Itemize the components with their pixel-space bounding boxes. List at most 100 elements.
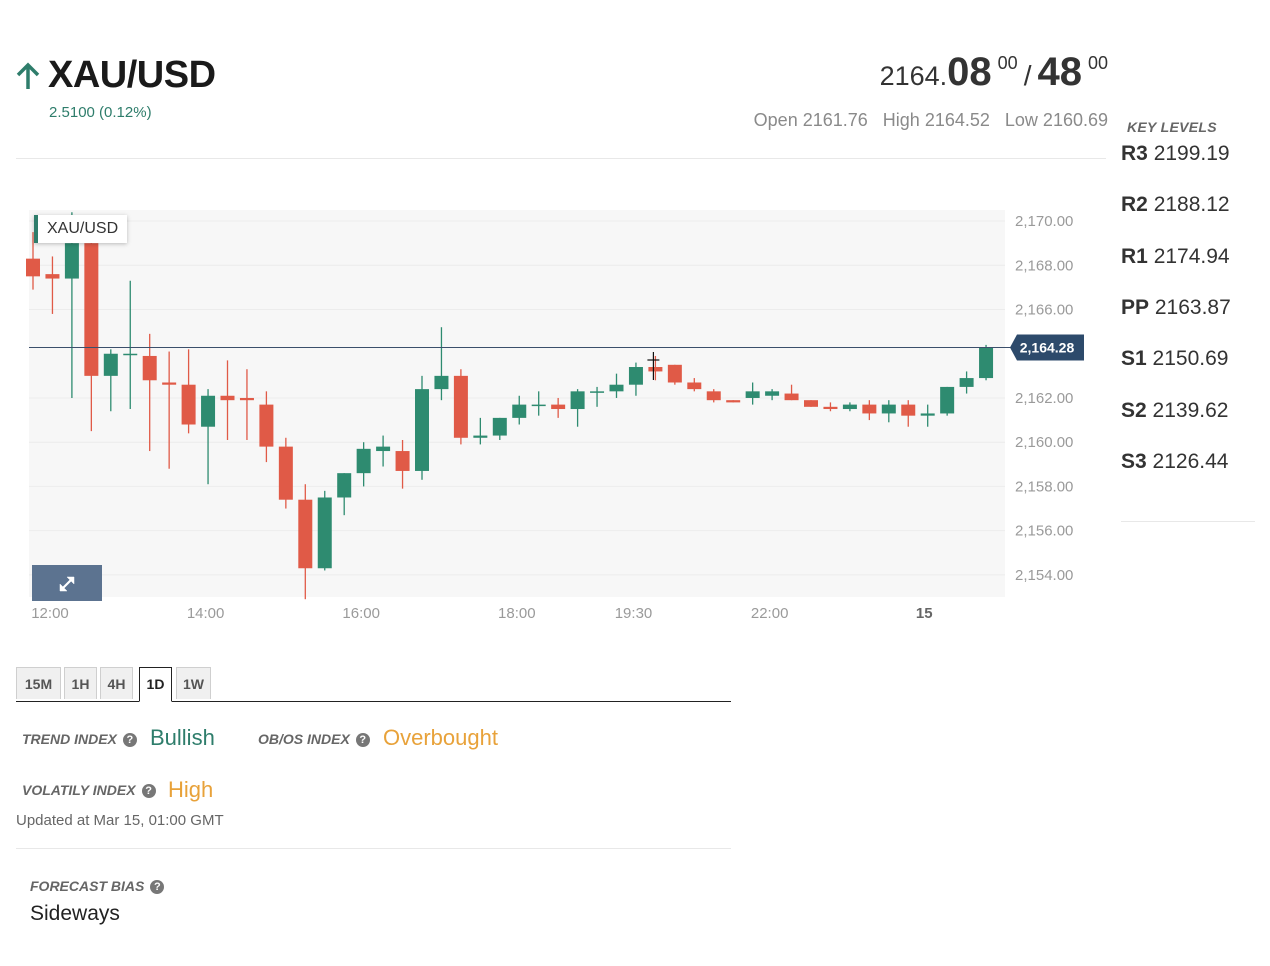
key-level-pp: PP 2163.87 — [1121, 296, 1231, 320]
candle-body — [142, 355, 157, 381]
candle-body — [959, 378, 974, 387]
key-level-s1: S1 2150.69 — [1121, 347, 1228, 371]
current-price-tag — [1010, 334, 1084, 361]
key-level-name: S1 — [1121, 347, 1147, 370]
arrow-up-icon — [16, 62, 40, 89]
timeframe-tabs: 15M 1H 4H 1D 1W — [16, 667, 731, 702]
candle-body — [726, 400, 741, 403]
candle-body — [784, 393, 799, 401]
high-price: High 2164.52 — [882, 110, 990, 130]
y-tick-label: 2,158.00 — [1015, 478, 1073, 495]
key-level-r1: R1 2174.94 — [1121, 245, 1230, 269]
tab-15m[interactable]: 15M — [16, 667, 61, 699]
x-tick-label: 12:00 — [31, 605, 69, 622]
candle-body — [259, 404, 274, 447]
key-level-name: R1 — [1121, 245, 1148, 268]
obos-index-label-text: OB/OS INDEX — [258, 731, 350, 747]
candle-body — [628, 367, 643, 385]
volatility-index-label: VOLATILY INDEX? — [22, 782, 156, 798]
y-tick-label: 2,162.00 — [1015, 390, 1073, 407]
candle-body — [590, 391, 605, 393]
volatility-index-value: High — [168, 777, 214, 802]
candle-body — [220, 395, 235, 401]
key-level-value: 2163.87 — [1154, 296, 1231, 319]
candle-body — [453, 375, 468, 438]
updated-timestamp: Updated at Mar 15, 01:00 GMT — [16, 812, 224, 829]
candle-body — [181, 384, 196, 425]
candlestick-chart[interactable]: 2,164.28 2,170.00 2,168.00 2,166.00 2,162.00… — [0, 200, 1100, 630]
candle-body — [706, 391, 721, 401]
candle-body — [376, 446, 391, 452]
candle-body — [842, 404, 857, 410]
candle-body — [765, 391, 780, 396]
forecast-bias-label-text: FORECAST BIAS — [30, 878, 145, 894]
key-levels-divider — [1121, 521, 1255, 522]
bid-ask-quote: 2164.08 00/48 00 — [880, 50, 1108, 95]
candle-body — [823, 406, 838, 410]
ohl-stats: Open 2161.76 High 2164.52 Low 2160.69 — [744, 110, 1108, 131]
x-tick-label: 14:00 — [187, 605, 225, 622]
candle-body — [551, 404, 566, 410]
tab-4h[interactable]: 4H — [100, 667, 133, 699]
candle-body — [395, 451, 410, 471]
question-circle-icon[interactable]: ? — [150, 880, 165, 894]
candle-body — [979, 347, 994, 379]
key-level-value: 2199.19 — [1153, 142, 1230, 165]
bid-price-base: 2164. — [879, 61, 948, 91]
low-price: Low 2160.69 — [1004, 110, 1108, 130]
key-levels-title: KEY LEVELS — [1127, 119, 1217, 135]
candle-body — [473, 435, 488, 438]
forecast-bias-label: FORECAST BIAS? — [30, 878, 165, 894]
candle-body — [45, 274, 60, 279]
key-level-name: S3 — [1121, 450, 1147, 473]
tab-1d[interactable]: 1D — [139, 667, 172, 702]
price-change: 2.5100 (0.12%) — [49, 104, 152, 121]
tab-1h[interactable]: 1H — [64, 667, 97, 699]
ask-price-pips: 48 — [1037, 50, 1082, 94]
question-circle-icon[interactable]: ? — [122, 733, 137, 747]
candle-body — [64, 243, 79, 279]
bid-price-fraction: 00 — [997, 53, 1018, 73]
candle-body — [940, 386, 955, 414]
candle-body — [492, 417, 507, 436]
obos-index-value: Overbought — [383, 725, 498, 750]
instrument-symbol: XAU/USD — [48, 54, 216, 96]
candle-body — [317, 497, 332, 569]
expand-icon — [59, 576, 75, 592]
candle-body — [667, 364, 682, 383]
key-level-name: PP — [1121, 296, 1150, 319]
candle-body — [162, 382, 177, 385]
y-tick-label: 2,168.00 — [1015, 257, 1073, 274]
tab-1w[interactable]: 1W — [176, 667, 211, 699]
key-level-value: 2139.62 — [1152, 399, 1229, 422]
expand-chart-button[interactable] — [32, 565, 102, 601]
key-level-s2: S2 2139.62 — [1121, 399, 1228, 423]
candle-body — [415, 389, 429, 471]
y-tick-label: 2,166.00 — [1015, 302, 1073, 319]
candle-body — [901, 404, 916, 416]
chart-legend: XAU/USD — [34, 215, 128, 243]
key-level-value: 2150.69 — [1152, 347, 1229, 370]
y-tick-label: 2,170.00 — [1015, 213, 1073, 230]
x-tick-label: 18:00 — [498, 605, 536, 622]
candle-body — [84, 243, 99, 376]
key-level-value: 2174.94 — [1153, 245, 1230, 268]
obos-index-label: OB/OS INDEX? — [258, 731, 370, 747]
quote-separator: / — [1023, 60, 1032, 91]
question-circle-icon[interactable]: ? — [141, 784, 156, 798]
ask-price-fraction: 00 — [1087, 53, 1108, 73]
x-tick-label: 16:00 — [342, 605, 380, 622]
candle-body — [123, 353, 138, 356]
candle-body — [862, 404, 877, 414]
x-tick-label: 15 — [916, 605, 933, 622]
candle-body — [356, 448, 371, 474]
question-circle-icon[interactable]: ? — [355, 733, 370, 747]
y-tick-label: 2,154.00 — [1015, 567, 1073, 584]
candle-body — [434, 375, 449, 390]
candle-body — [103, 353, 118, 376]
x-tick-label: 22:00 — [751, 605, 789, 622]
key-level-name: S2 — [1121, 399, 1147, 422]
candle-body — [298, 499, 313, 569]
candle-body — [687, 382, 702, 390]
bid-price-pips: 08 — [947, 50, 992, 94]
